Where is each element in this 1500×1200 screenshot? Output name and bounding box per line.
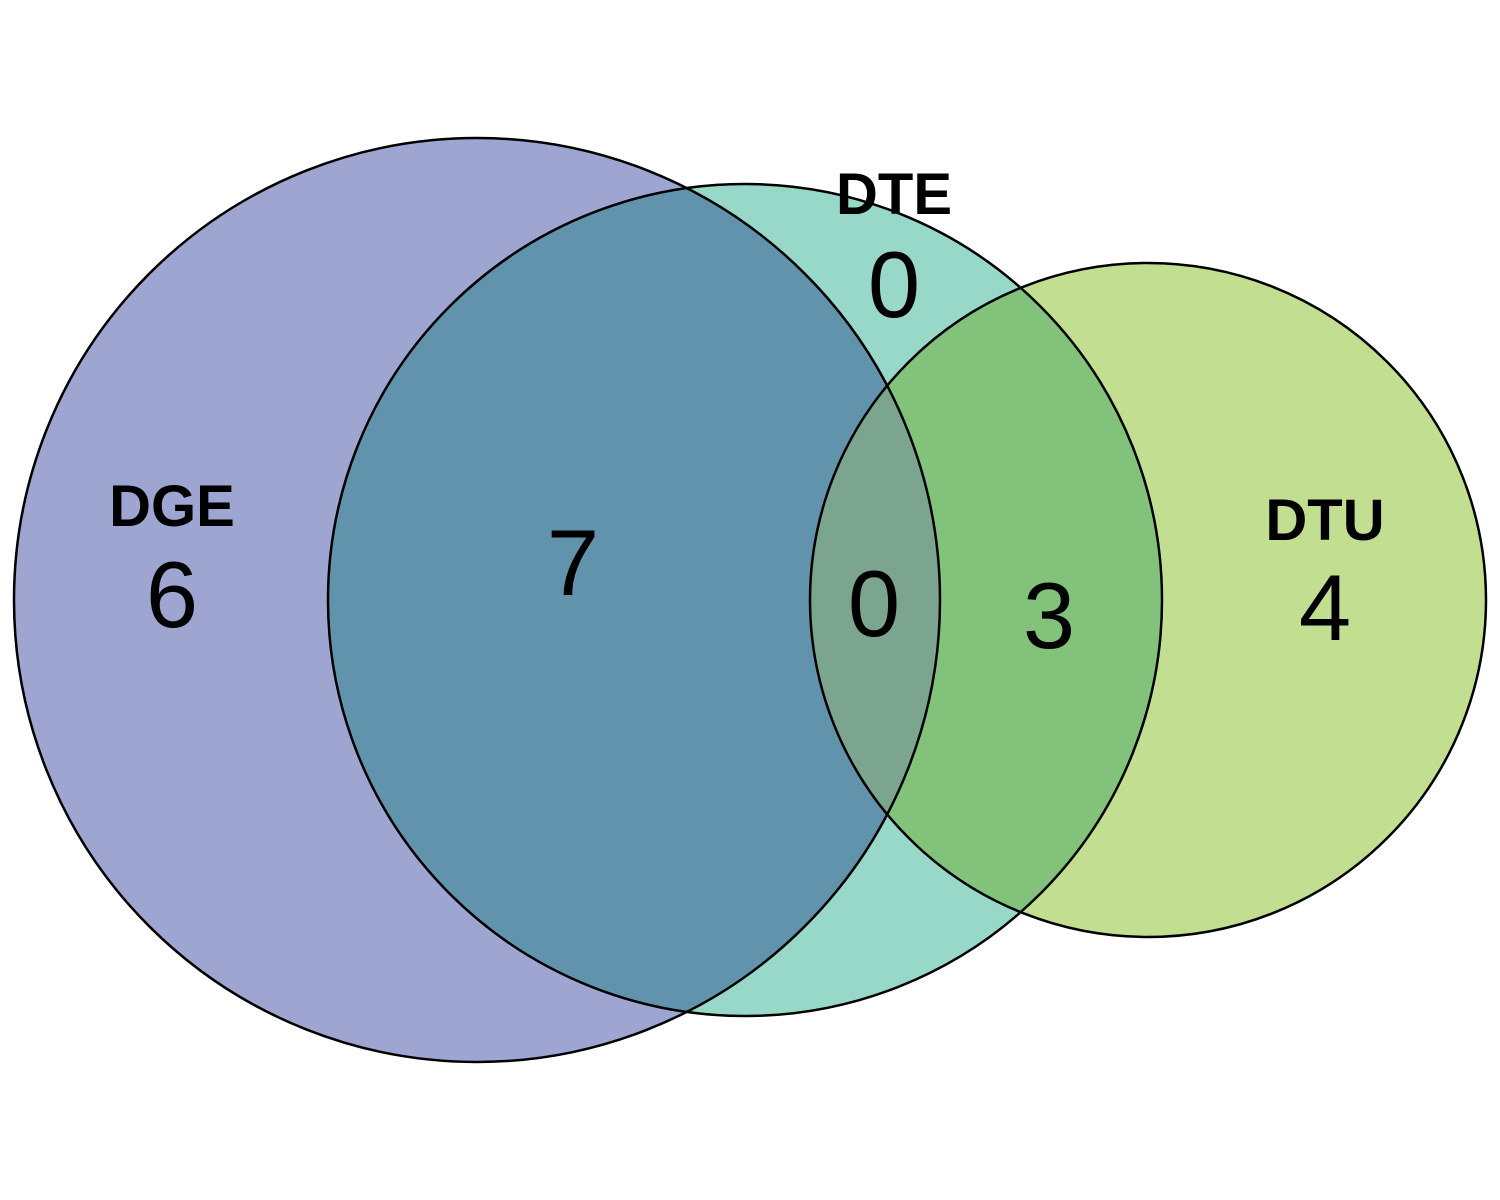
dtu-only-count: 4: [1299, 555, 1351, 660]
dge-label: DGE: [109, 474, 235, 539]
dte-dtu-count: 3: [1023, 563, 1075, 668]
dge-dte-count: 7: [547, 510, 599, 615]
dtu-outline: [808, 261, 1488, 939]
dge-dte-overlap: [328, 184, 940, 1016]
all-sets-count: 0: [848, 551, 900, 656]
dte-outline: [326, 182, 1164, 1018]
dge-only-count: 6: [146, 542, 198, 647]
dte-only-count: 0: [868, 232, 920, 337]
dte-label: DTE: [836, 162, 952, 227]
dge-outline: [12, 136, 942, 1064]
dte-dtu-overlap: [810, 263, 1162, 937]
dtu-label: DTU: [1265, 488, 1384, 553]
